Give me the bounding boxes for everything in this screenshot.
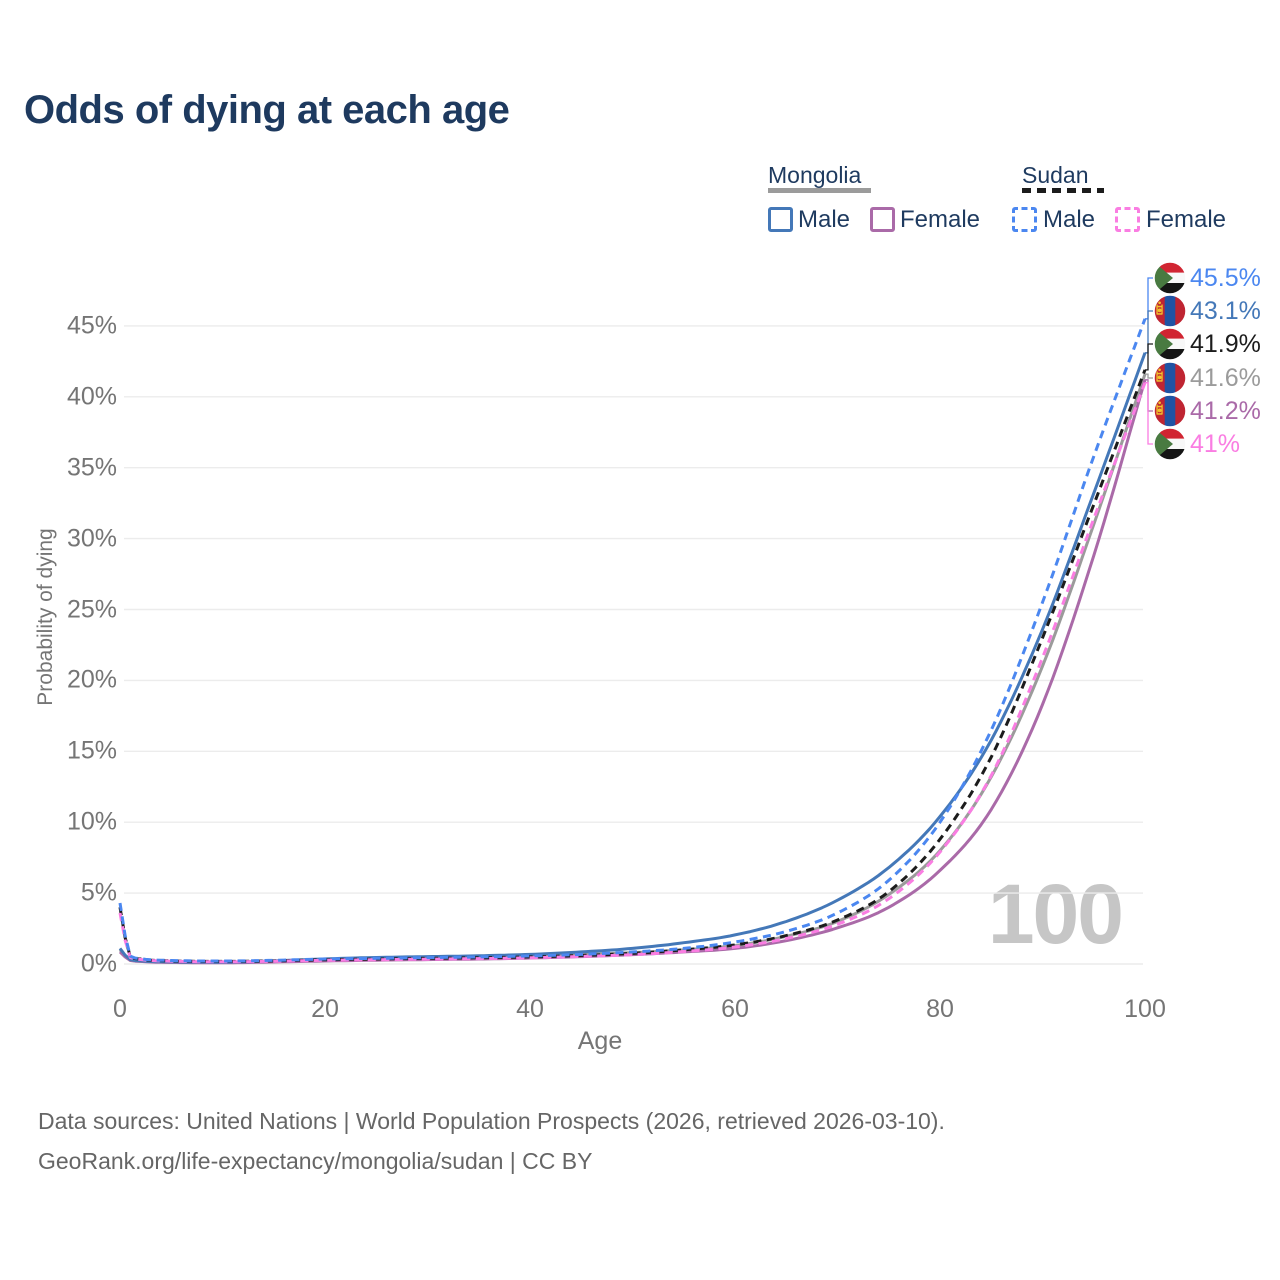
- flag-mongolia-icon: [1153, 394, 1187, 428]
- line-sudan-male[interactable]: [118, 318, 1147, 963]
- x-tick-label-40: 40: [516, 995, 544, 1023]
- legend-country-mongolia[interactable]: Mongolia: [768, 162, 862, 188]
- line-mongolia-male[interactable]: [118, 352, 1147, 964]
- flag-sudan-icon: [1153, 427, 1187, 461]
- y-tick-label-0%: 0%: [80, 949, 117, 978]
- y-tick-label-40%: 40%: [66, 382, 117, 411]
- y-axis-title: Probability of dying: [34, 528, 57, 706]
- footer-data-sources: Data sources: United Nations | World Pop…: [38, 1108, 945, 1134]
- flag-mongolia-icon: [1153, 294, 1187, 328]
- end-label-mongolia-both: 41.6%: [1190, 364, 1261, 392]
- legend-swatch-sudan-female[interactable]: [1115, 207, 1140, 232]
- y-tick-label-5%: 5%: [80, 878, 117, 907]
- age-watermark: 100: [987, 867, 1124, 961]
- legend-country-sudan[interactable]: Sudan: [1022, 162, 1089, 188]
- end-label-sudan-female: 41%: [1190, 430, 1241, 458]
- chart-title: Odds of dying at each age: [24, 88, 510, 132]
- y-tick-label-25%: 25%: [66, 595, 117, 623]
- x-tick-label-60: 60: [721, 995, 749, 1023]
- leader-mongolia-female: [1145, 379, 1153, 412]
- legend-line-style-sudan: [1022, 188, 1104, 193]
- line-sudan-female[interactable]: [118, 382, 1147, 964]
- flag-sudan-icon: [1153, 261, 1187, 295]
- legend-label-mongolia-female[interactable]: Female: [900, 206, 981, 233]
- line-sudan-both[interactable]: [118, 369, 1147, 963]
- end-label-mongolia-female: 41.2%: [1190, 397, 1261, 425]
- y-tick-label-15%: 15%: [66, 736, 117, 765]
- legend-line-style-mongolia: [768, 188, 871, 193]
- x-tick-label-100: 100: [1124, 995, 1166, 1023]
- leader-mongolia-both: [1145, 373, 1153, 379]
- end-label-sudan-male: 45.5%: [1190, 264, 1261, 292]
- x-tick-label-20: 20: [311, 995, 339, 1023]
- leader-sudan-male: [1145, 277, 1153, 320]
- y-tick-label-10%: 10%: [66, 807, 117, 836]
- flag-sudan-icon: [1153, 327, 1187, 361]
- legend-swatch-mongolia-female[interactable]: [870, 207, 895, 232]
- leader-sudan-both: [1145, 343, 1153, 371]
- line-mongolia-both[interactable]: [118, 373, 1147, 964]
- legend-swatch-mongolia-male[interactable]: [768, 207, 793, 232]
- y-tick-label-20%: 20%: [66, 665, 117, 694]
- legend-label-mongolia-male[interactable]: Male: [798, 206, 851, 233]
- y-tick-label-30%: 30%: [66, 524, 117, 553]
- footer-attribution[interactable]: GeoRank.org/life-expectancy/mongolia/sud…: [38, 1148, 593, 1174]
- y-tick-label-45%: 45%: [66, 311, 117, 340]
- leader-sudan-female: [1145, 381, 1153, 445]
- x-tick-label-80: 80: [926, 995, 954, 1023]
- end-label-mongolia-male: 43.1%: [1190, 297, 1261, 325]
- y-tick-label-35%: 35%: [66, 453, 117, 482]
- end-label-sudan-both: 41.9%: [1190, 330, 1261, 358]
- legend-label-sudan-female[interactable]: Female: [1146, 206, 1227, 233]
- legend-label-sudan-male[interactable]: Male: [1043, 206, 1096, 233]
- flag-mongolia-icon: [1153, 361, 1187, 395]
- x-tick-label-0: 0: [113, 995, 127, 1023]
- x-axis-title: Age: [577, 1027, 623, 1055]
- leader-mongolia-male: [1145, 310, 1153, 354]
- legend-swatch-sudan-male[interactable]: [1012, 207, 1037, 232]
